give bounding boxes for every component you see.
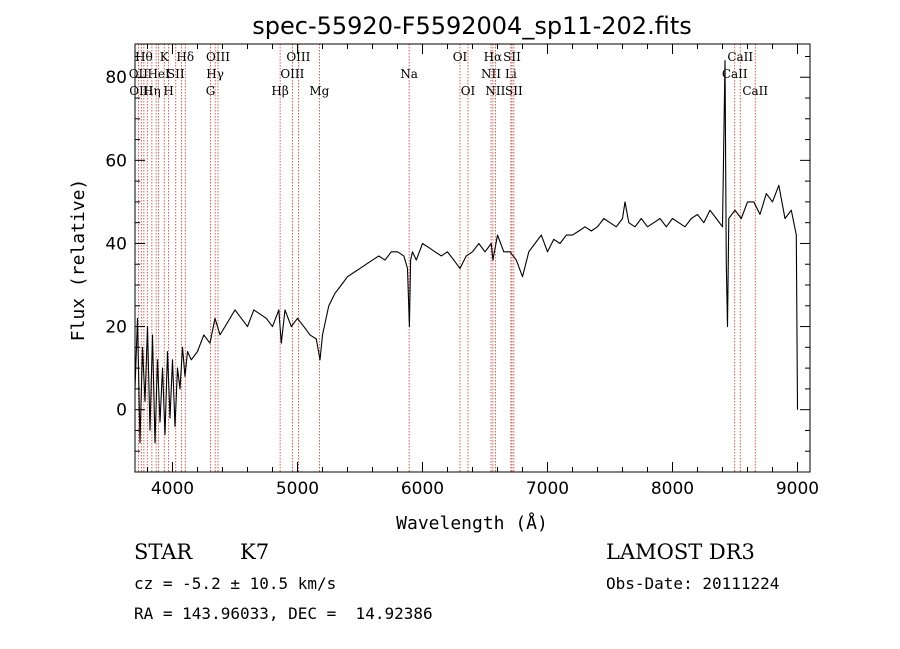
reference-label-4: Hη bbox=[143, 84, 161, 98]
y-tick-label-3: 60 bbox=[105, 151, 127, 171]
reference-label-30: CaII bbox=[742, 84, 768, 98]
object-class: STAR bbox=[134, 540, 193, 564]
x-tick-label-4: 8000 bbox=[651, 479, 694, 499]
reference-label-2: Hθ bbox=[135, 50, 153, 64]
reference-label-12: G bbox=[206, 84, 216, 98]
redshift-velocity: cz = -5.2 ± 10.5 km/s bbox=[134, 574, 337, 593]
object-subclass: K7 bbox=[240, 540, 270, 564]
reference-label-18: Mg bbox=[309, 84, 329, 98]
reference-label-8: H bbox=[163, 84, 173, 98]
x-tick-label-1: 5000 bbox=[276, 479, 319, 499]
reference-label-13: Hγ bbox=[206, 67, 224, 81]
axes: 4000 5000 6000 7000 8000 9000 0 20 40 60 80 bbox=[105, 44, 819, 499]
reference-label-9: SII bbox=[167, 67, 185, 81]
reference-label-24: NII bbox=[485, 84, 505, 98]
reference-label-1: OIII bbox=[129, 84, 153, 98]
reference-label-6: HeI bbox=[147, 67, 170, 81]
reference-label-0: OII bbox=[129, 67, 149, 81]
plot-frame bbox=[134, 43, 811, 473]
observation-date: Obs-Date: 20111224 bbox=[606, 574, 780, 593]
reference-label-27: SII bbox=[505, 84, 523, 98]
reference-label-7: K bbox=[160, 50, 170, 64]
x-tick-label-2: 6000 bbox=[401, 479, 444, 499]
x-tick-label-3: 7000 bbox=[526, 479, 569, 499]
reference-label-29: CaII bbox=[727, 50, 753, 64]
spectrum-line bbox=[134, 60, 799, 444]
reference-label-28: CaII bbox=[722, 67, 748, 81]
reference-label-14: OIII bbox=[206, 50, 230, 64]
reference-labels: OII OIII Hθ Hη HeI K H SII Hδ G Hγ OIII Hβ OIII OIII Mg… bbox=[129, 50, 769, 98]
chart-title: spec-55920-F5592004_sp11-202.fits bbox=[252, 12, 691, 40]
reference-label-17: OIII bbox=[286, 50, 310, 64]
x-tick-label-5: 9000 bbox=[776, 479, 819, 499]
reference-label-23: Hα bbox=[484, 50, 503, 64]
reference-label-21: OI bbox=[461, 84, 476, 98]
x-tick-label-0: 4000 bbox=[151, 479, 194, 499]
y-tick-label-1: 20 bbox=[105, 318, 127, 338]
reference-label-15: Hβ bbox=[271, 84, 288, 98]
reference-label-20: OI bbox=[453, 50, 468, 64]
y-tick-label-0: 0 bbox=[116, 401, 127, 421]
reference-label-22: NII bbox=[481, 67, 501, 81]
survey-name: LAMOST DR3 bbox=[606, 540, 755, 564]
reference-label-11: Hδ bbox=[176, 50, 194, 64]
x-axis-label: Wavelength (Å) bbox=[396, 512, 548, 534]
y-tick-label-4: 80 bbox=[105, 68, 127, 88]
reference-lines bbox=[137, 44, 756, 472]
reference-label-25: Li bbox=[505, 67, 517, 81]
reference-label-19: Na bbox=[400, 67, 418, 81]
y-axis-label: Flux (relative) bbox=[68, 179, 89, 342]
coordinates: RA = 143.96033, DEC = 14.92386 bbox=[134, 604, 433, 623]
spectrum-layer bbox=[134, 60, 799, 444]
y-tick-label-2: 40 bbox=[105, 234, 127, 254]
reference-label-26: SII bbox=[503, 50, 521, 64]
reference-label-16: OIII bbox=[280, 67, 304, 81]
